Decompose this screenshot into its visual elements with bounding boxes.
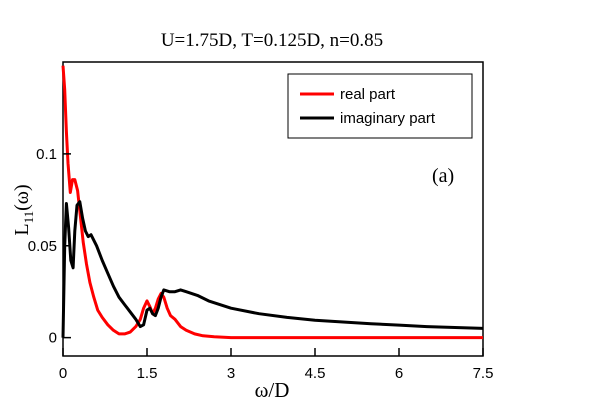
y-axis-label: L11(ω) [11, 184, 36, 235]
y-tick-label: 0.05 [28, 238, 57, 255]
panel-annotation: (a) [432, 165, 454, 187]
legend-label-real: real part [340, 86, 396, 103]
series-layer [61, 65, 484, 340]
legend-label-imaginary: imaginary part [340, 110, 436, 127]
y-axis-label-arg: (ω) [11, 184, 33, 210]
x-tick-label: 4.5 [305, 365, 326, 382]
x-tick-label: 6 [395, 365, 403, 382]
y-axis-ticks: 0 0.05 0.1 [28, 146, 71, 347]
plot-area: 0 1.5 3 4.5 6 7.5 0 0.05 0.1 [28, 61, 494, 382]
legend-box [287, 73, 473, 139]
x-axis-ticks: 0 1.5 3 4.5 6 7.5 [59, 348, 494, 382]
y-axis-label-sub: 11 [21, 211, 36, 224]
y-tick-label: 0 [49, 330, 57, 347]
y-axis-label-main: L [11, 223, 33, 235]
x-tick-label: 0 [59, 365, 67, 382]
legend: real part imaginary part [287, 73, 473, 139]
series-line-real [61, 65, 483, 340]
y-tick-label: 0.1 [36, 146, 57, 163]
x-axis-label: ω/D [255, 378, 290, 402]
x-tick-label: 3 [227, 365, 235, 382]
plot-frame [62, 61, 484, 357]
x-tick-label: 7.5 [473, 365, 494, 382]
x-tick-label: 1.5 [137, 365, 158, 382]
series-line-imaginary [61, 200, 484, 338]
chart-title: U=1.75D, T=0.125D, n=0.85 [161, 30, 383, 51]
